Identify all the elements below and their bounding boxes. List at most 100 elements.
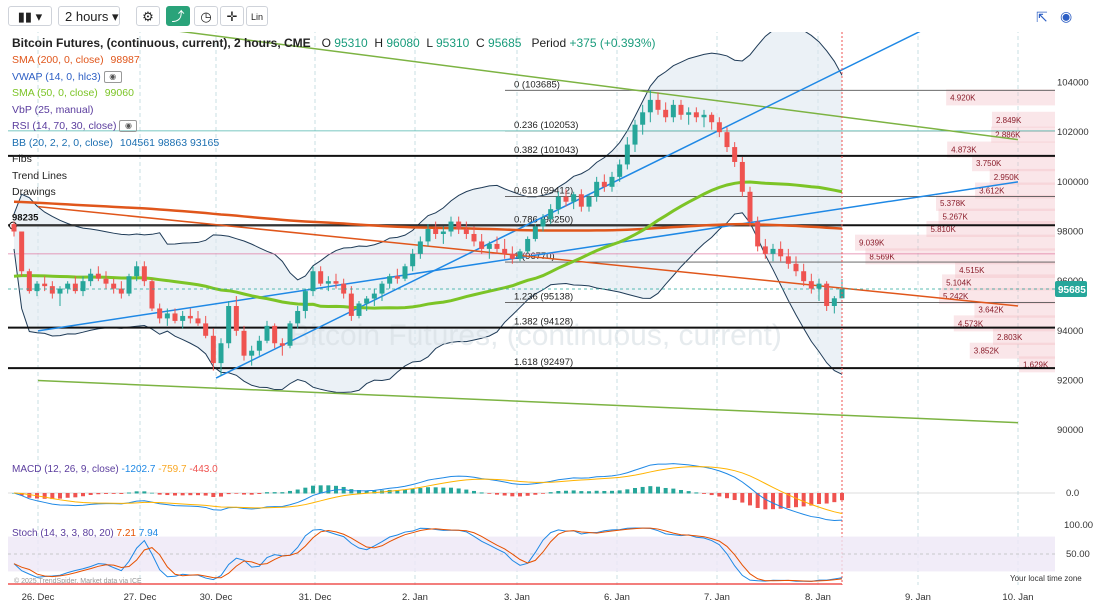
candle-body <box>486 243 492 249</box>
fib-level-label: 1.618 (92497) <box>514 357 573 368</box>
x-tick-label: 10. Jan <box>1002 592 1033 603</box>
candle-body <box>594 181 600 197</box>
macd-histogram-bar <box>395 489 400 494</box>
x-tick-label: 3. Jan <box>504 592 530 603</box>
macd-histogram-bar <box>27 493 32 498</box>
candle-body <box>256 340 262 351</box>
candle-body <box>456 221 462 230</box>
volume-profile-bar <box>989 168 1055 185</box>
candle-body <box>624 144 630 165</box>
volume-profile-label: 3.612K <box>979 187 1005 196</box>
candle-body <box>49 286 55 294</box>
indicator-legend-item[interactable]: RSI (14, 70, 30, close) ◉ <box>12 120 138 133</box>
volume-profile-label: 2.950K <box>994 173 1020 182</box>
macd-histogram-bar <box>410 488 415 494</box>
macd-histogram-bar <box>740 493 745 503</box>
eye-icon[interactable]: ◉ <box>103 70 122 83</box>
candle-body <box>348 293 354 316</box>
local-time-label: Your local time zone <box>1010 574 1082 583</box>
volume-profile-label: 2.803K <box>997 333 1023 342</box>
candle-body <box>103 278 109 284</box>
fib-level-label: 1.382 (94128) <box>514 317 573 328</box>
candle-body <box>433 229 439 234</box>
indicator-legend-item[interactable]: Trend Lines <box>12 170 67 182</box>
macd-histogram-bar <box>249 493 254 495</box>
indicator-legend-item[interactable]: BB (20, 2, 2, 0, close) 104561 98863 931… <box>12 137 219 149</box>
macd-histogram-bar <box>518 493 522 497</box>
x-tick-label: 9. Jan <box>905 592 931 603</box>
eye-icon[interactable]: ◉ <box>119 120 138 133</box>
macd-histogram-bar <box>633 487 637 494</box>
indicator-label: RSI (14, 70, 30, close) <box>12 120 117 132</box>
candle-body <box>310 271 316 292</box>
candle-body <box>762 246 768 254</box>
volume-profile-label: 1.629K <box>1023 360 1049 369</box>
x-tick-label: 30. Dec <box>200 592 233 603</box>
interval-value: 2 hours <box>65 9 109 24</box>
macd-histogram-bar <box>403 489 407 494</box>
macd-histogram-bar <box>525 493 530 496</box>
bollinger-upper <box>13 23 843 281</box>
indicator-label: BB (20, 2, 2, 0, close) <box>12 136 113 149</box>
macd-histogram-bar <box>119 493 124 494</box>
indicator-legend-item[interactable]: Fibs <box>12 153 32 165</box>
clock-button[interactable]: ◷ <box>194 6 218 26</box>
fullscreen-icon[interactable]: ⇱ <box>1036 9 1048 25</box>
macd-histogram-bar <box>211 493 216 498</box>
interval-select[interactable]: 2 hours ▾ <box>58 6 120 26</box>
candle-body <box>747 191 753 222</box>
crosshair-button[interactable]: ✛ <box>220 6 244 26</box>
macd-histogram-bar <box>134 491 139 494</box>
macd-histogram-bar <box>487 493 492 494</box>
macd-histogram-bar <box>679 489 683 494</box>
fib-level-label: 0.618 (99412) <box>514 185 573 196</box>
indicator-legend-item[interactable]: Drawings <box>12 186 56 198</box>
macd-histogram-bar <box>42 493 47 499</box>
fib-level-label: 0 (103685) <box>514 79 560 90</box>
trend-line-green-channel-top <box>37 12 1019 141</box>
settings-button[interactable]: ⚙ <box>136 6 160 26</box>
volume-profile-label: 4.515K <box>959 266 985 275</box>
x-tick-label: 7. Jan <box>704 592 730 603</box>
fib-level-label: 0.382 (101043) <box>514 145 578 156</box>
indicator-legend-item[interactable]: VWAP (14, 0, hlc3) ◉ <box>12 71 122 83</box>
macd-histogram-bar <box>602 490 607 494</box>
macd-histogram-bar <box>778 493 783 509</box>
macd-histogram-bar <box>58 493 62 499</box>
candle-body <box>126 276 132 294</box>
candle-body <box>701 114 707 118</box>
macd-histogram-bar <box>656 486 660 494</box>
indicator-legend-item[interactable]: VbP (25, manual) <box>12 104 94 116</box>
macd-histogram-bar <box>341 486 346 494</box>
macd-histogram-bar <box>456 488 461 494</box>
indicator-legend-item[interactable]: SMA (200, 0, close) 98987 <box>12 54 140 66</box>
volume-profile-label: 4.920K <box>950 93 976 102</box>
candle-body <box>264 325 270 341</box>
volume-profile-bar <box>991 111 1055 128</box>
macd-histogram-bar <box>502 493 507 496</box>
macd-histogram-bar <box>50 493 55 500</box>
candle-body <box>233 306 239 331</box>
indicator-legend-item[interactable]: SMA (50, 0, close) 99060 <box>12 87 134 99</box>
camera-icon[interactable]: ◉ <box>1060 8 1073 24</box>
indicator-icon: ⤴ <box>171 9 185 24</box>
y-tick-label: 92000 <box>1057 376 1083 387</box>
macd-histogram-bar <box>694 492 699 494</box>
volume-profile-label: 5.104K <box>946 278 972 287</box>
copyright-text: © 2025 TrendSpider. Market data via ICE <box>14 577 142 585</box>
macd-histogram-bar <box>801 493 806 507</box>
indicator-button[interactable]: ⤴ <box>166 6 190 26</box>
volume-profile-label: 4.573K <box>958 319 984 328</box>
macd-histogram-bar <box>173 493 177 496</box>
candle-body <box>410 253 416 267</box>
scale-button[interactable]: Lin <box>246 6 268 26</box>
candle-body <box>831 298 837 306</box>
candle-body <box>302 291 308 311</box>
y-tick-label: 94000 <box>1057 326 1083 337</box>
chart-type-button[interactable]: ▮▮ ▾ <box>8 6 52 26</box>
candle-body <box>65 283 71 289</box>
candle-body <box>57 288 63 294</box>
candle-body <box>149 281 155 309</box>
high-label: H <box>374 36 384 50</box>
